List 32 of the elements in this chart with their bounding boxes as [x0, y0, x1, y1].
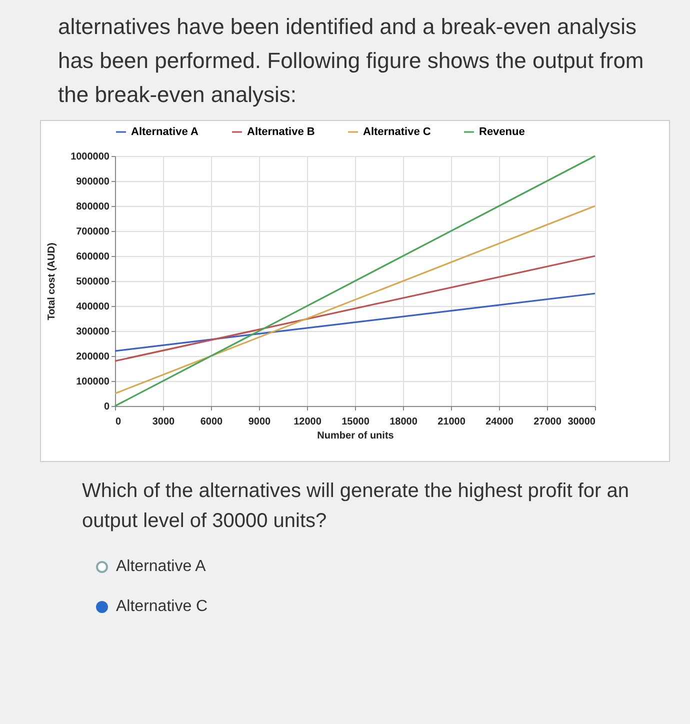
text: Which of the alternatives will generate the highest profit for an output level of 30000 units? [81, 479, 630, 534]
x-tick-label: 6000 [200, 416, 224, 428]
y-tick-label: 100000 [76, 376, 110, 388]
x-tick-label: 27000 [534, 416, 562, 428]
y-tick-label: 300000 [76, 326, 110, 338]
x-tick-label: 3000 [152, 416, 176, 428]
x-tick-label: 0 [116, 416, 122, 428]
y-tick-label: 600000 [76, 252, 110, 262]
x-tick-label: 9000 [248, 416, 272, 428]
text: alternatives have been identified and a break-even analysis has been performed. Following figure shows the output from the break-even analysis: [57, 13, 645, 109]
text: Alternative A [116, 558, 206, 576]
y-tick-label: 1000000 [70, 152, 110, 162]
text: Alternative C [116, 598, 208, 616]
x-tick-label: 24000 [486, 416, 514, 428]
x-tick-label: 15000 [342, 416, 370, 428]
y-axis-title: Total cost (AUD) [46, 242, 58, 320]
x-axis-title: Number of units [317, 430, 394, 442]
y-tick-label: 700000 [76, 226, 110, 238]
y-tick-label: 500000 [76, 276, 110, 288]
x-tick-label: 21000 [438, 416, 466, 428]
y-tick-label: 0 [104, 402, 110, 412]
x-tick-label: 18000 [390, 416, 418, 428]
x-tick-label: 12000 [294, 416, 322, 428]
legend-label: Alternative B [247, 126, 315, 138]
y-tick-label: 400000 [76, 302, 110, 312]
y-tick-label: 900000 [76, 176, 110, 188]
x-tick-label: 30000 [568, 416, 596, 428]
legend-label: Alternative C [363, 126, 431, 138]
y-tick-label: 800000 [76, 202, 110, 212]
y-tick-label: 200000 [76, 352, 110, 362]
legend-label: Revenue [479, 126, 525, 138]
legend-label: Alternative A [131, 126, 198, 138]
